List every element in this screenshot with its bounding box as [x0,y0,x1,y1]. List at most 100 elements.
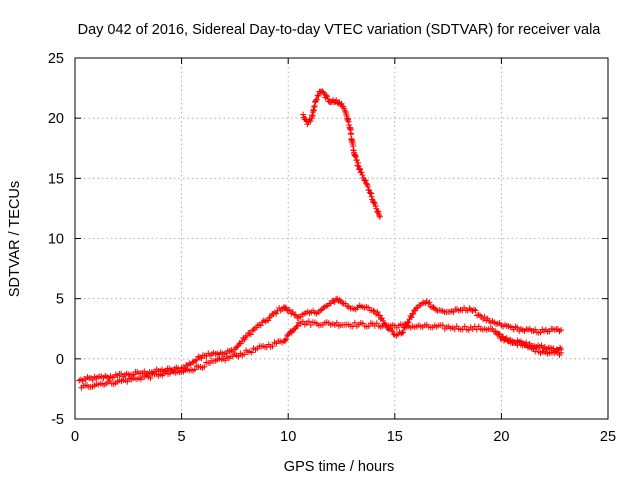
y-tick-label: 20 [48,111,64,127]
data-point [273,310,280,317]
x-tick-label: 0 [71,429,79,445]
data-point [375,208,382,215]
data-point [357,166,364,173]
data-point [368,190,375,197]
data-point [248,349,255,356]
data-point [286,307,293,314]
y-tick-label: 0 [56,352,64,368]
data-point [147,375,154,382]
data-point [235,353,242,360]
data-point [307,118,314,125]
data-point [314,92,321,99]
data-point [341,107,348,114]
data-point [352,153,359,160]
data-point [283,304,290,311]
y-tick-label: -5 [51,412,64,428]
data-point [439,322,446,329]
data-point [335,297,342,304]
data-point [222,357,229,364]
data-point [333,319,340,326]
data-point [423,298,430,305]
x-axis-label: GPS time / hours [284,459,394,475]
data-point [89,376,96,383]
data-point [430,304,437,311]
series-group [494,331,565,354]
data-point [300,111,307,118]
data-point [558,326,565,333]
data-point [465,327,472,334]
data-point [473,326,480,333]
data-point [351,319,358,326]
data-point [362,177,369,184]
x-tick-label: 25 [600,429,616,445]
y-tick-label: 10 [48,232,64,248]
data-point [269,343,276,350]
data-point [331,299,338,306]
data-point [558,346,565,353]
data-point [523,339,530,346]
data-point [495,331,502,338]
data-point [472,307,479,314]
data-point [426,299,433,306]
axis-ticks: 0 5 10 15 20 25 -5 0 5 10 15 20 25 [48,51,616,445]
data-point [379,315,386,322]
data-point [514,324,521,331]
data-marks [76,88,565,391]
chart-title: Day 042 of 2016, Sidereal Day-to-day VTE… [78,22,602,38]
data-point [399,329,406,336]
data-point [368,193,375,200]
y-axis-label: SDTVAR / TECUs [7,181,23,297]
data-point [481,313,488,320]
data-point [364,183,371,190]
data-point [510,326,517,333]
data-point [324,95,331,102]
x-tick-label: 10 [280,429,296,445]
data-point [323,92,330,99]
data-point [241,336,248,343]
data-point [124,378,131,385]
data-point [374,308,381,315]
data-point [249,327,256,334]
data-point [241,351,248,358]
data-point [193,356,200,363]
data-point [265,317,272,324]
data-point [283,336,290,343]
data-point [315,92,322,99]
data-point [282,337,289,344]
data-point [363,180,370,187]
x-tick-label: 20 [493,429,509,445]
data-point [389,328,396,335]
data-point [359,172,366,179]
data-point [372,203,379,210]
data-point [327,300,334,307]
data-point [410,310,417,317]
data-point [313,96,320,103]
data-point [557,344,564,351]
data-point [191,366,198,373]
data-point [293,323,300,330]
data-point [353,156,360,163]
data-point [242,334,249,341]
y-tick-label: 15 [48,171,64,187]
data-point [380,317,387,324]
series-group [300,88,383,220]
data-point [356,165,363,172]
data-point [243,332,250,339]
data-point [305,318,312,325]
data-point [201,363,208,370]
data-point [408,314,415,321]
data-point [299,318,306,325]
x-tick-label: 5 [178,429,186,445]
x-tick-label: 15 [387,429,403,445]
data-point [257,322,264,329]
data-point [247,331,254,338]
data-point [358,169,365,176]
data-point [294,322,301,329]
grid [75,58,608,419]
data-point [376,212,383,219]
data-point [376,213,383,220]
data-point [246,330,253,337]
data-point [370,307,377,314]
